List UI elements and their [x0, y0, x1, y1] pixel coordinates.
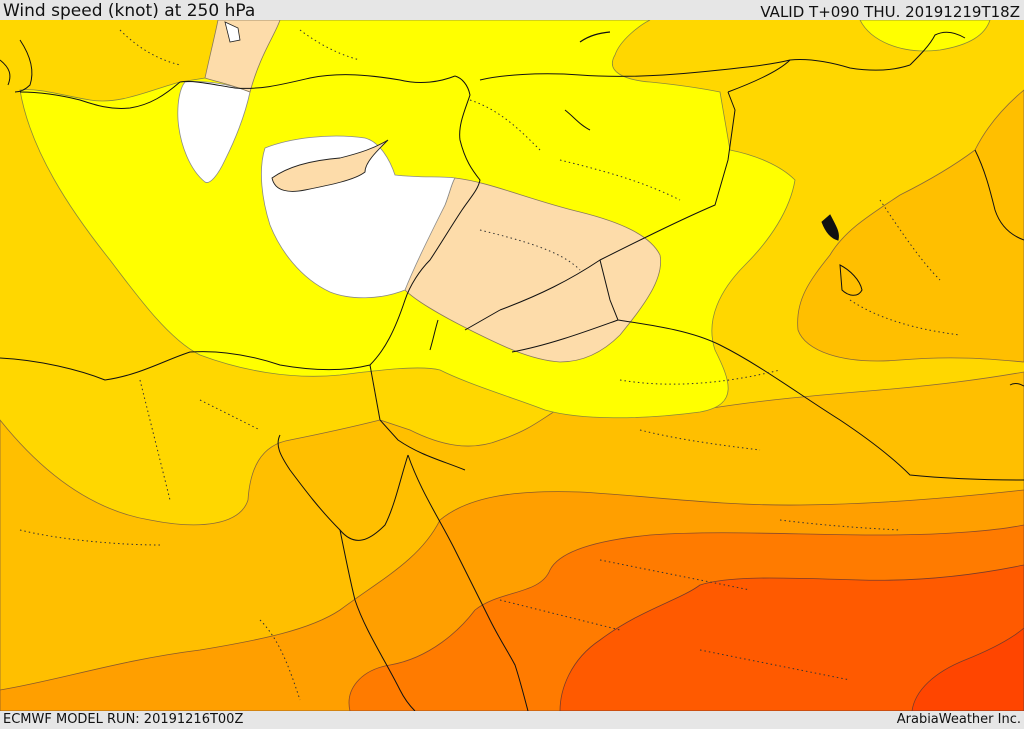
band-max	[911, 627, 1024, 711]
coastlines	[0, 31, 1024, 711]
cyprus-landmass	[271, 139, 389, 192]
band-very-low-north	[204, 20, 281, 93]
province-boundaries	[19, 29, 961, 701]
band-extreme	[559, 564, 1024, 711]
model-run: ECMWF MODEL RUN: 20191216T00Z	[3, 712, 244, 727]
band-high-east	[797, 89, 1024, 363]
credit-text: ArabiaWeather Inc.	[896, 712, 1021, 727]
band-low-northeast	[859, 20, 991, 52]
country-borders	[369, 59, 1024, 481]
map-title: Wind speed (knot) at 250 hPa	[3, 1, 256, 21]
map-footer: ECMWF MODEL RUN: 20191216T00Z ArabiaWeat…	[0, 711, 1024, 729]
valid-time: VALID T+090 THU. 20191219T18Z	[760, 3, 1020, 21]
wind-speed-map[interactable]	[0, 20, 1024, 711]
map-header: Wind speed (knot) at 250 hPa VALID T+090…	[0, 0, 1024, 20]
island-north	[224, 21, 241, 43]
